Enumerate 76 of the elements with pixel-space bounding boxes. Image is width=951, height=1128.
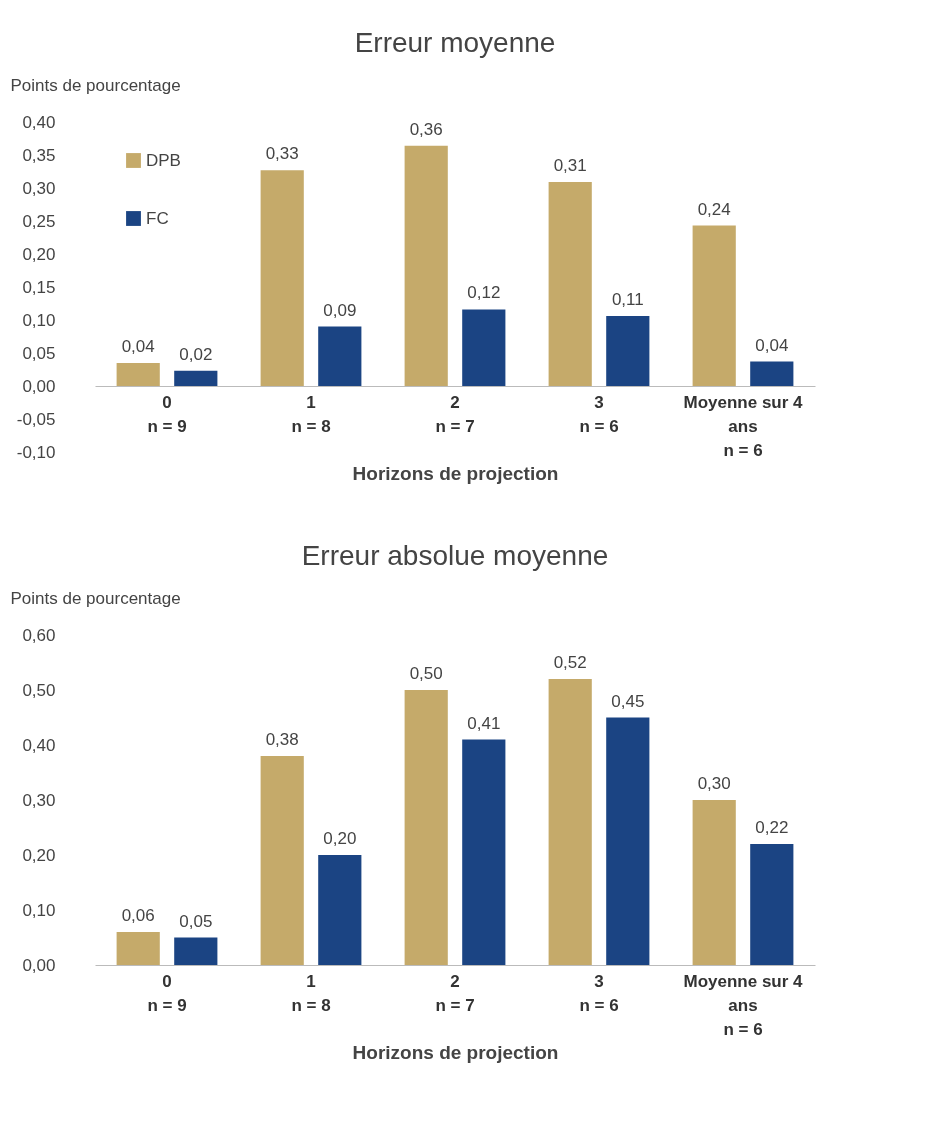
y-tick-label: 0,30 [22, 178, 56, 198]
bar [692, 225, 736, 386]
y-tick-label: 0,35 [22, 145, 56, 165]
x-tick-label: Moyenne sur 4 ans n = 6 [683, 971, 804, 1039]
y-tick-label: 0,50 [22, 680, 56, 700]
x-tick-label: 0 n = 9 [147, 971, 187, 1015]
bar [548, 679, 592, 965]
x-tick-label: 3 n = 6 [579, 971, 619, 1015]
data-label: 0,38 [265, 730, 299, 749]
y-tick-label: 0,60 [22, 625, 56, 645]
data-label: 0,12 [467, 283, 501, 303]
bar [606, 717, 650, 965]
data-label: 0,22 [755, 818, 789, 837]
bar [116, 362, 160, 386]
data-label: 0,45 [611, 691, 645, 711]
y-tick-label: 0,00 [22, 376, 56, 396]
data-label: 0,24 [697, 199, 731, 219]
y-tick-label: 0,10 [22, 310, 56, 330]
y-tick-label: -0,05 [16, 409, 56, 429]
legend-label: FC [146, 208, 169, 228]
chart-title: Erreur absolue moyenne [301, 540, 609, 571]
data-label: 0,50 [409, 664, 443, 683]
y-tick-label: 0,30 [22, 790, 56, 810]
data-label: 0,31 [553, 156, 587, 176]
x-tick-label: 1 n = 8 [291, 392, 331, 436]
y-tick-label: 0,20 [22, 244, 56, 264]
y-tick-label: -0,10 [16, 442, 56, 462]
bar [174, 937, 218, 965]
bar [750, 361, 794, 386]
y-tick-label: 0,40 [22, 112, 56, 132]
data-label: 0,20 [323, 829, 357, 848]
bar [548, 182, 592, 386]
y-tick-label: 0,40 [22, 735, 56, 755]
data-label: 0,30 [697, 774, 731, 793]
data-label: 0,05 [179, 911, 213, 931]
bar [174, 370, 218, 386]
x-tick-label: Moyenne sur 4 ans n = 6 [683, 392, 804, 460]
x-tick-label: 2 n = 7 [435, 392, 475, 436]
x-axis-title: Horizons de projection [352, 462, 559, 484]
bar [116, 932, 160, 965]
bar [260, 170, 304, 386]
x-tick-label: 1 n = 8 [291, 971, 331, 1015]
data-label: 0,06 [121, 906, 155, 925]
data-label: 0,09 [323, 300, 357, 320]
bar [462, 739, 506, 965]
data-label: 0,11 [611, 290, 644, 310]
x-tick-label: 0 n = 9 [147, 392, 187, 436]
data-label: 0,04 [755, 335, 789, 355]
x-tick-label: 2 n = 7 [435, 971, 475, 1015]
data-label: 0,52 [553, 653, 587, 672]
x-axis-title: Horizons de projection [352, 1041, 559, 1063]
y-axis-title: Points de pourcentage [10, 588, 181, 608]
legend-label: DPB [146, 150, 181, 170]
chart-title: Erreur moyenne [354, 27, 556, 58]
bar [318, 855, 362, 965]
bar [750, 844, 794, 965]
y-tick-label: 0,10 [22, 900, 56, 920]
y-tick-label: 0,15 [22, 277, 56, 297]
bar [260, 756, 304, 965]
y-tick-label: 0,05 [22, 343, 56, 363]
data-label: 0,02 [179, 344, 213, 364]
bar [404, 145, 448, 386]
bar [462, 309, 506, 386]
y-axis-title: Points de pourcentage [10, 75, 181, 95]
data-label: 0,04 [121, 336, 155, 356]
y-tick-label: 0,00 [22, 955, 56, 975]
bar [606, 316, 650, 386]
y-tick-label: 0,25 [22, 211, 56, 231]
bar [404, 690, 448, 965]
data-label: 0,33 [265, 144, 299, 164]
data-label: 0,36 [409, 119, 443, 139]
y-tick-label: 0,20 [22, 845, 56, 865]
bar [318, 326, 362, 386]
bar [692, 800, 736, 965]
x-tick-label: 3 n = 6 [579, 392, 619, 436]
data-label: 0,41 [467, 713, 501, 733]
